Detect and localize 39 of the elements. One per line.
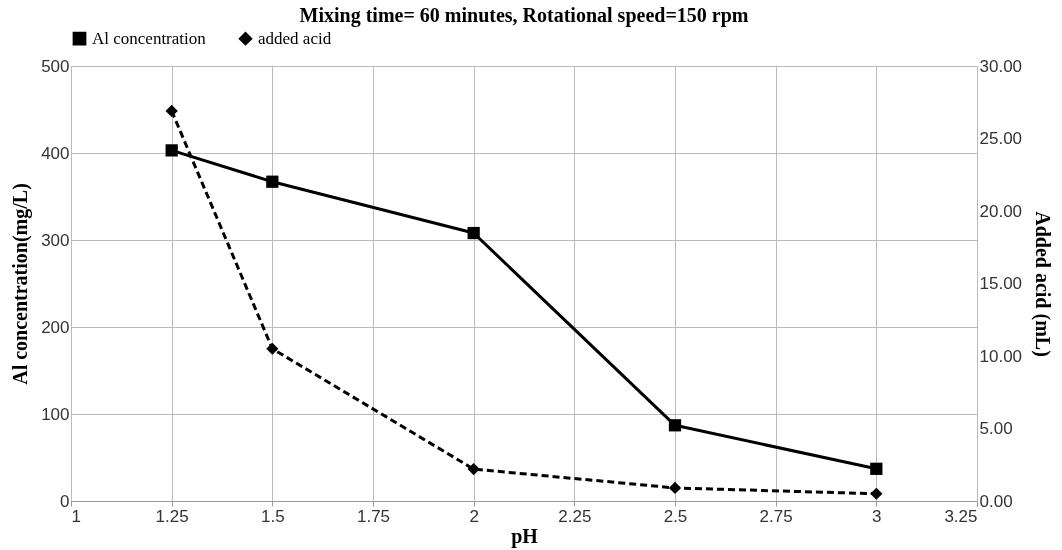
x-tick-label: 2.5 <box>663 506 688 526</box>
x-tick-label: 2.25 <box>558 506 592 526</box>
point <box>266 175 279 188</box>
point <box>668 419 682 432</box>
y-tick-label: 300 <box>41 230 70 250</box>
chart-title: Mixing time= 60 minutes, Rotational speed=150 rpm <box>299 4 749 27</box>
y2-axis-title: Added acid (mL) <box>1031 211 1055 357</box>
point <box>870 462 883 475</box>
legend-label: Al concentration <box>92 28 207 48</box>
x-tick-label: 1.25 <box>155 506 189 526</box>
point <box>165 104 178 118</box>
y-tick-label: 200 <box>41 317 70 337</box>
y2-tick-label: 25.00 <box>979 129 1023 148</box>
x-tick-label: 2 <box>469 506 479 526</box>
x-tick-label: 1 <box>71 506 81 526</box>
y-tick-label: 100 <box>41 404 70 424</box>
y-tick-label: 0 <box>60 491 70 511</box>
y2-tick-label: 10.00 <box>979 346 1023 366</box>
y2-tick-label: 5.00 <box>979 419 1013 438</box>
y-axis-title: Al concentration(mg/L) <box>9 183 33 385</box>
point <box>467 462 480 476</box>
point <box>870 487 883 500</box>
point <box>668 481 682 495</box>
y-tick-label: 500 <box>41 56 70 76</box>
x-tick-label: 3.25 <box>944 506 978 526</box>
y2-tick-label: 30.00 <box>979 56 1023 76</box>
legend-label: added acid <box>258 28 332 48</box>
x-axis-title: pH <box>511 524 539 548</box>
y2-tick-label: 15.00 <box>979 274 1023 293</box>
point <box>467 226 480 240</box>
point <box>266 342 279 355</box>
x-tick-label: 1.75 <box>356 506 391 526</box>
y-tick-label: 400 <box>41 143 70 163</box>
y2-tick-label: 0.00 <box>979 491 1013 511</box>
x-tick-label: 2.75 <box>759 506 793 526</box>
y2-tick-label: 20.00 <box>979 201 1023 221</box>
x-tick-label: 3 <box>872 506 882 526</box>
x-tick-label: 1.5 <box>261 506 285 526</box>
point <box>165 144 178 157</box>
